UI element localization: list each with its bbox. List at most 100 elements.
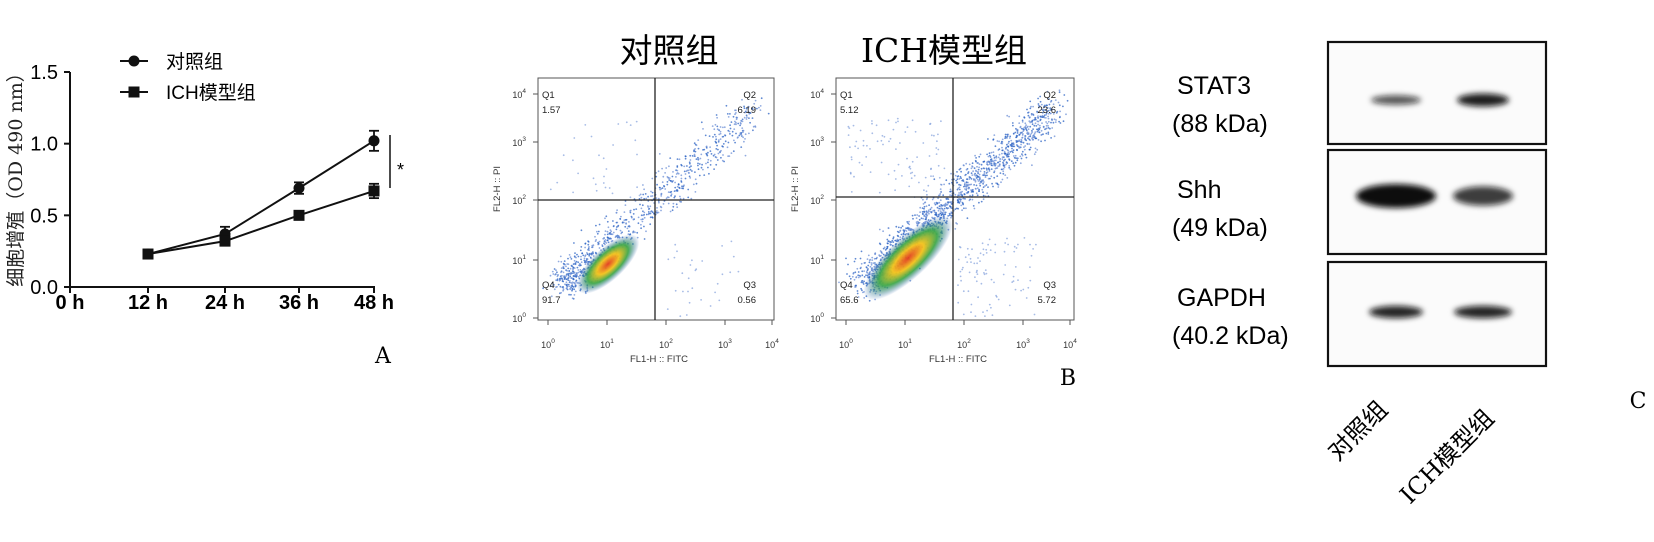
scatter-point [643,225,645,228]
scatter-point [716,282,719,285]
scatter-point [694,269,697,272]
scatter-point [722,145,724,148]
scatter-point [615,211,618,214]
scatter-point [645,213,648,216]
scatter-point [571,281,574,284]
scatter-point [1058,91,1061,94]
scatter-point [609,233,612,236]
scatter-point [702,127,704,130]
scatter-point [1003,159,1005,162]
scatter-point [967,172,969,175]
scatter-point [752,129,754,132]
scatter-point [560,271,562,274]
scatter-point [697,156,699,159]
scatter-point [988,154,991,157]
scatter-point [1039,95,1042,98]
scatter-point [575,275,577,278]
scatter-point [958,186,961,189]
scatter-point [611,192,614,195]
scatter-point [938,176,941,179]
scatter-point [1008,165,1011,167]
scatter-point [689,159,692,161]
scatter-point [571,297,574,300]
scatter-point [1016,157,1019,160]
scatter-point [733,128,736,131]
scatter-point [1019,146,1021,149]
scatter-point [664,172,666,174]
scatter-point [974,175,977,177]
scatter-point [863,270,865,272]
scatter-point [692,183,695,186]
scatter-point [988,303,991,306]
tick-exponent: 3 [820,136,824,143]
scatter-point [1013,245,1016,248]
scatter-point [1025,156,1028,159]
scatter-point [619,218,622,220]
scatter-point [685,314,688,316]
scatter-point [674,289,677,292]
scatter-point [1052,113,1055,115]
scatter-point [963,193,966,196]
scatter-point [857,271,860,273]
scatter-point [1018,140,1021,143]
scatter-point [659,186,661,189]
scatter-point [883,246,886,249]
scatter-point [1013,250,1016,253]
scatter-point [568,281,571,284]
scatter-point [995,296,998,298]
quadrant-name: Q3 [743,280,756,291]
scatter-cloud [542,97,770,318]
scatter-point [1051,118,1053,121]
scatter-point [891,239,894,242]
scatter-point [1009,168,1012,171]
scatter-point [564,283,566,286]
scatter-point [939,183,942,186]
scatter-point [1019,162,1022,165]
scatter-point [960,279,962,282]
y-tick-label: 104 [810,88,824,100]
data-point [368,135,380,147]
scatter-point [1043,114,1046,117]
scatter-point [863,276,866,278]
scatter-point [721,159,724,162]
scatter-point [676,250,678,253]
scatter-point [1004,242,1007,244]
scatter-point [925,190,928,193]
scatter-point [574,283,577,286]
scatter-point [675,173,678,175]
scatter-point [624,225,627,228]
scatter-point [720,156,722,159]
scatter-point [977,176,979,178]
scatter-point [1037,104,1040,107]
scatter-point [694,150,697,153]
scatter-point [895,121,897,124]
scatter-point [973,262,976,265]
scatter-point [868,259,871,262]
blot-box [1326,260,1548,368]
scatter-point [973,179,975,182]
scatter-point [998,140,1000,143]
scatter-point [1028,138,1031,141]
scatter-point [1047,133,1050,135]
scatter-point [960,192,962,195]
scatter-point [847,263,849,266]
scatter-point [1034,147,1037,150]
scatter-point [1066,99,1069,102]
scatter-point [965,207,967,210]
scatter-point [562,271,565,274]
scatter-point [640,196,643,199]
scatter-point [588,254,591,257]
quadrant-name: Q1 [840,90,853,101]
scatter-point [1013,156,1016,159]
scatter-point [629,211,632,214]
scatter-point [997,161,999,164]
scatter-point [923,189,925,192]
scatter-point [657,197,660,200]
scatter-point [709,159,712,162]
scatter-point [590,135,593,138]
scatter-point [909,167,912,170]
scatter-point [1033,124,1036,127]
quadrant-value: 0.56 [738,295,757,306]
scatter-point [1047,117,1050,120]
scatter-point [902,232,905,235]
